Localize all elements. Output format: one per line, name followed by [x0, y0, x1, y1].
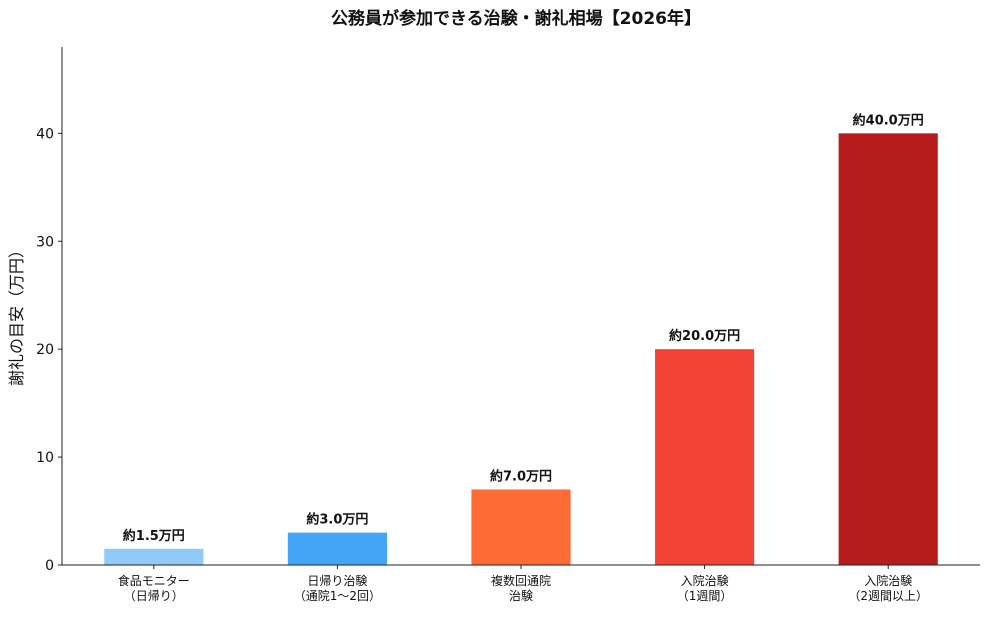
bar-5 [838, 133, 938, 566]
data-labels-group: 約1.5万円 約3.0万円 約7.0万円 約20.0万円 約40.0万円 [123, 112, 924, 543]
y-tick-label-1: 0 [45, 558, 54, 574]
bar-1 [104, 548, 204, 565]
data-label-2: 約3.0万円 [306, 512, 368, 528]
x-tick-label-2-line-2: （通院1〜2回） [294, 589, 381, 603]
chart-title: 公務員が参加できる治験・謝礼相場【2026年】 [331, 8, 701, 29]
y-tick-label-4: 30 [36, 234, 54, 250]
x-tick-label-5-line-1: 入院治験 [864, 573, 912, 588]
bar-3 [471, 489, 571, 565]
y-tick-label-5: 40 [36, 126, 54, 142]
data-label-3: 約7.0万円 [490, 468, 552, 484]
y-axis-label: 謝礼の目安（万円） [7, 242, 26, 386]
y-tick-label-2: 10 [36, 450, 54, 466]
bar-4 [655, 349, 755, 565]
bar-2 [287, 532, 387, 565]
x-tick-label-3-line-1: 複数回通院 [491, 573, 551, 588]
x-tick-label-1-line-1: 食品モニター [118, 573, 190, 588]
data-label-5: 約40.0万円 [853, 112, 924, 128]
x-tick-label-2-line-1: 日帰り治験 [307, 573, 367, 588]
data-label-1: 約1.5万円 [123, 528, 185, 544]
y-tick-label-3: 20 [36, 342, 54, 358]
x-tick-label-4-line-1: 入院治験 [681, 573, 729, 588]
x-tick-label-4-line-2: （1週間） [677, 589, 733, 603]
bars-group [104, 133, 938, 566]
x-axis: 食品モニター（日帰り）日帰り治験（通院1〜2回）複数回通院治験入院治験（1週間）… [62, 564, 980, 603]
x-tick-label-3-line-2: 治験 [509, 588, 533, 603]
x-tick-label-5-line-2: （2週間以上） [848, 589, 928, 603]
y-axis: 0 10 20 30 40 [36, 47, 63, 574]
x-tick-label-1-line-2: （日帰り） [124, 589, 184, 603]
data-label-4: 約20.0万円 [669, 328, 740, 344]
